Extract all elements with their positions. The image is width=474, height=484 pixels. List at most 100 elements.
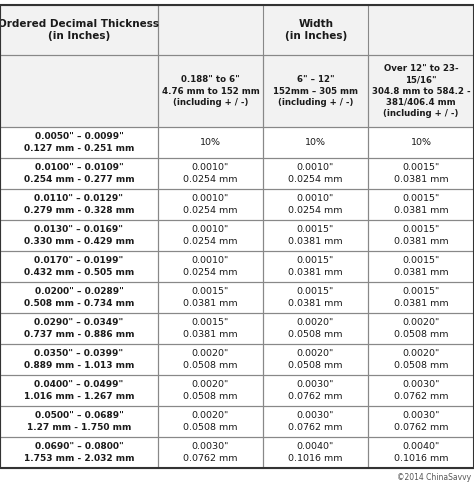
- Bar: [263, 55, 368, 127]
- Bar: [368, 158, 474, 189]
- Text: 0.0020"
0.0508 mm: 0.0020" 0.0508 mm: [183, 349, 238, 370]
- Bar: [368, 313, 474, 344]
- Bar: [158, 5, 474, 55]
- Text: 0.0350" – 0.0399"
0.889 mm - 1.013 mm: 0.0350" – 0.0399" 0.889 mm - 1.013 mm: [24, 349, 134, 370]
- Bar: [0, 127, 158, 158]
- Text: 10%: 10%: [200, 138, 221, 147]
- Bar: [368, 437, 474, 468]
- Text: 0.0500" – 0.0689"
1.27 mm - 1.750 mm: 0.0500" – 0.0689" 1.27 mm - 1.750 mm: [27, 411, 131, 432]
- Bar: [158, 55, 263, 127]
- Bar: [263, 406, 368, 437]
- Text: 0.0690" – 0.0800"
1.753 mm - 2.032 mm: 0.0690" – 0.0800" 1.753 mm - 2.032 mm: [24, 442, 134, 463]
- Text: 0.0400" – 0.0499"
1.016 mm - 1.267 mm: 0.0400" – 0.0499" 1.016 mm - 1.267 mm: [24, 380, 134, 401]
- Text: 0.0015"
0.0381 mm: 0.0015" 0.0381 mm: [394, 225, 448, 246]
- Text: 0.0015"
0.0381 mm: 0.0015" 0.0381 mm: [394, 287, 448, 308]
- Text: 0.0040"
0.1016 mm: 0.0040" 0.1016 mm: [394, 442, 448, 463]
- Text: 0.0050" – 0.0099"
0.127 mm - 0.251 mm: 0.0050" – 0.0099" 0.127 mm - 0.251 mm: [24, 132, 134, 153]
- Text: 0.0020"
0.0508 mm: 0.0020" 0.0508 mm: [288, 349, 343, 370]
- Text: 0.0030"
0.0762 mm: 0.0030" 0.0762 mm: [394, 411, 448, 432]
- Text: 0.0030"
0.0762 mm: 0.0030" 0.0762 mm: [288, 380, 343, 401]
- Bar: [158, 220, 263, 251]
- Text: 0.0200" – 0.0289"
0.508 mm - 0.734 mm: 0.0200" – 0.0289" 0.508 mm - 0.734 mm: [24, 287, 134, 308]
- Text: 0.0030"
0.0762 mm: 0.0030" 0.0762 mm: [288, 411, 343, 432]
- Text: 0.0015"
0.0381 mm: 0.0015" 0.0381 mm: [394, 194, 448, 215]
- Text: 0.0010"
0.0254 mm: 0.0010" 0.0254 mm: [288, 194, 343, 215]
- Bar: [158, 313, 263, 344]
- Bar: [158, 437, 263, 468]
- Text: 0.0020"
0.0508 mm: 0.0020" 0.0508 mm: [394, 318, 448, 339]
- Text: Width
(in Inches): Width (in Inches): [285, 18, 347, 42]
- Text: 0.0110" – 0.0129"
0.279 mm - 0.328 mm: 0.0110" – 0.0129" 0.279 mm - 0.328 mm: [24, 194, 134, 215]
- Bar: [368, 127, 474, 158]
- Bar: [0, 375, 158, 406]
- Text: 6" – 12"
152mm – 305 mm
(including + / -): 6" – 12" 152mm – 305 mm (including + / -…: [273, 75, 358, 107]
- Text: 0.0100" – 0.0109"
0.254 mm - 0.277 mm: 0.0100" – 0.0109" 0.254 mm - 0.277 mm: [24, 163, 134, 184]
- Text: 0.0010"
0.0254 mm: 0.0010" 0.0254 mm: [183, 194, 238, 215]
- Text: ©2014 ChinaSavvy: ©2014 ChinaSavvy: [397, 473, 471, 482]
- Text: 0.0020"
0.0508 mm: 0.0020" 0.0508 mm: [183, 411, 238, 432]
- Bar: [0, 220, 158, 251]
- Bar: [158, 189, 263, 220]
- Text: 0.0290" – 0.0349"
0.737 mm - 0.886 mm: 0.0290" – 0.0349" 0.737 mm - 0.886 mm: [24, 318, 134, 339]
- Text: 0.0015"
0.0381 mm: 0.0015" 0.0381 mm: [183, 287, 238, 308]
- Bar: [368, 344, 474, 375]
- Bar: [368, 406, 474, 437]
- Bar: [263, 344, 368, 375]
- Bar: [0, 344, 158, 375]
- Bar: [158, 55, 263, 127]
- Bar: [368, 55, 474, 127]
- Bar: [263, 437, 368, 468]
- Bar: [263, 189, 368, 220]
- Bar: [0, 55, 158, 127]
- Bar: [158, 251, 263, 282]
- Bar: [368, 251, 474, 282]
- Bar: [158, 344, 263, 375]
- Bar: [263, 127, 368, 158]
- Bar: [263, 282, 368, 313]
- Bar: [0, 437, 158, 468]
- Bar: [158, 406, 263, 437]
- Bar: [263, 251, 368, 282]
- Text: 0.0030"
0.0762 mm: 0.0030" 0.0762 mm: [183, 442, 238, 463]
- Text: 0.0020"
0.0508 mm: 0.0020" 0.0508 mm: [288, 318, 343, 339]
- Bar: [0, 55, 158, 127]
- Text: 0.0030"
0.0762 mm: 0.0030" 0.0762 mm: [394, 380, 448, 401]
- Bar: [368, 189, 474, 220]
- Text: 0.188" to 6"
4.76 mm to 152 mm
(including + / -): 0.188" to 6" 4.76 mm to 152 mm (includin…: [162, 75, 259, 107]
- Text: Over 12" to 23-
15/16"
304.8 mm to 584.2 -
381/406.4 mm
(including + / -): Over 12" to 23- 15/16" 304.8 mm to 584.2…: [372, 63, 470, 119]
- Bar: [158, 375, 263, 406]
- Bar: [263, 158, 368, 189]
- Text: 0.0015"
0.0381 mm: 0.0015" 0.0381 mm: [288, 256, 343, 277]
- Bar: [0, 5, 158, 55]
- Bar: [368, 220, 474, 251]
- Bar: [158, 5, 474, 55]
- Text: 0.0040"
0.1016 mm: 0.0040" 0.1016 mm: [288, 442, 343, 463]
- Bar: [368, 375, 474, 406]
- Text: 0.0015"
0.0381 mm: 0.0015" 0.0381 mm: [394, 256, 448, 277]
- Text: 0.0015"
0.0381 mm: 0.0015" 0.0381 mm: [288, 225, 343, 246]
- Text: 0.0015"
0.0381 mm: 0.0015" 0.0381 mm: [288, 287, 343, 308]
- Bar: [263, 220, 368, 251]
- Bar: [263, 375, 368, 406]
- Bar: [0, 158, 158, 189]
- Bar: [368, 55, 474, 127]
- Bar: [158, 282, 263, 313]
- Bar: [368, 282, 474, 313]
- Bar: [263, 55, 368, 127]
- Text: 0.0170" – 0.0199"
0.432 mm - 0.505 mm: 0.0170" – 0.0199" 0.432 mm - 0.505 mm: [24, 256, 134, 277]
- Bar: [263, 313, 368, 344]
- Text: 0.0010"
0.0254 mm: 0.0010" 0.0254 mm: [183, 163, 238, 184]
- Text: 0.0020"
0.0508 mm: 0.0020" 0.0508 mm: [394, 349, 448, 370]
- Bar: [0, 282, 158, 313]
- Text: 0.0020"
0.0508 mm: 0.0020" 0.0508 mm: [183, 380, 238, 401]
- Text: 10%: 10%: [305, 138, 326, 147]
- Text: 0.0015"
0.0381 mm: 0.0015" 0.0381 mm: [183, 318, 238, 339]
- Text: 10%: 10%: [410, 138, 431, 147]
- Bar: [0, 251, 158, 282]
- Bar: [0, 5, 158, 55]
- Bar: [0, 406, 158, 437]
- Bar: [158, 158, 263, 189]
- Text: Ordered Decimal Thickness
(in Inches): Ordered Decimal Thickness (in Inches): [0, 18, 159, 42]
- Text: 0.0015"
0.0381 mm: 0.0015" 0.0381 mm: [394, 163, 448, 184]
- Text: 0.0010"
0.0254 mm: 0.0010" 0.0254 mm: [288, 163, 343, 184]
